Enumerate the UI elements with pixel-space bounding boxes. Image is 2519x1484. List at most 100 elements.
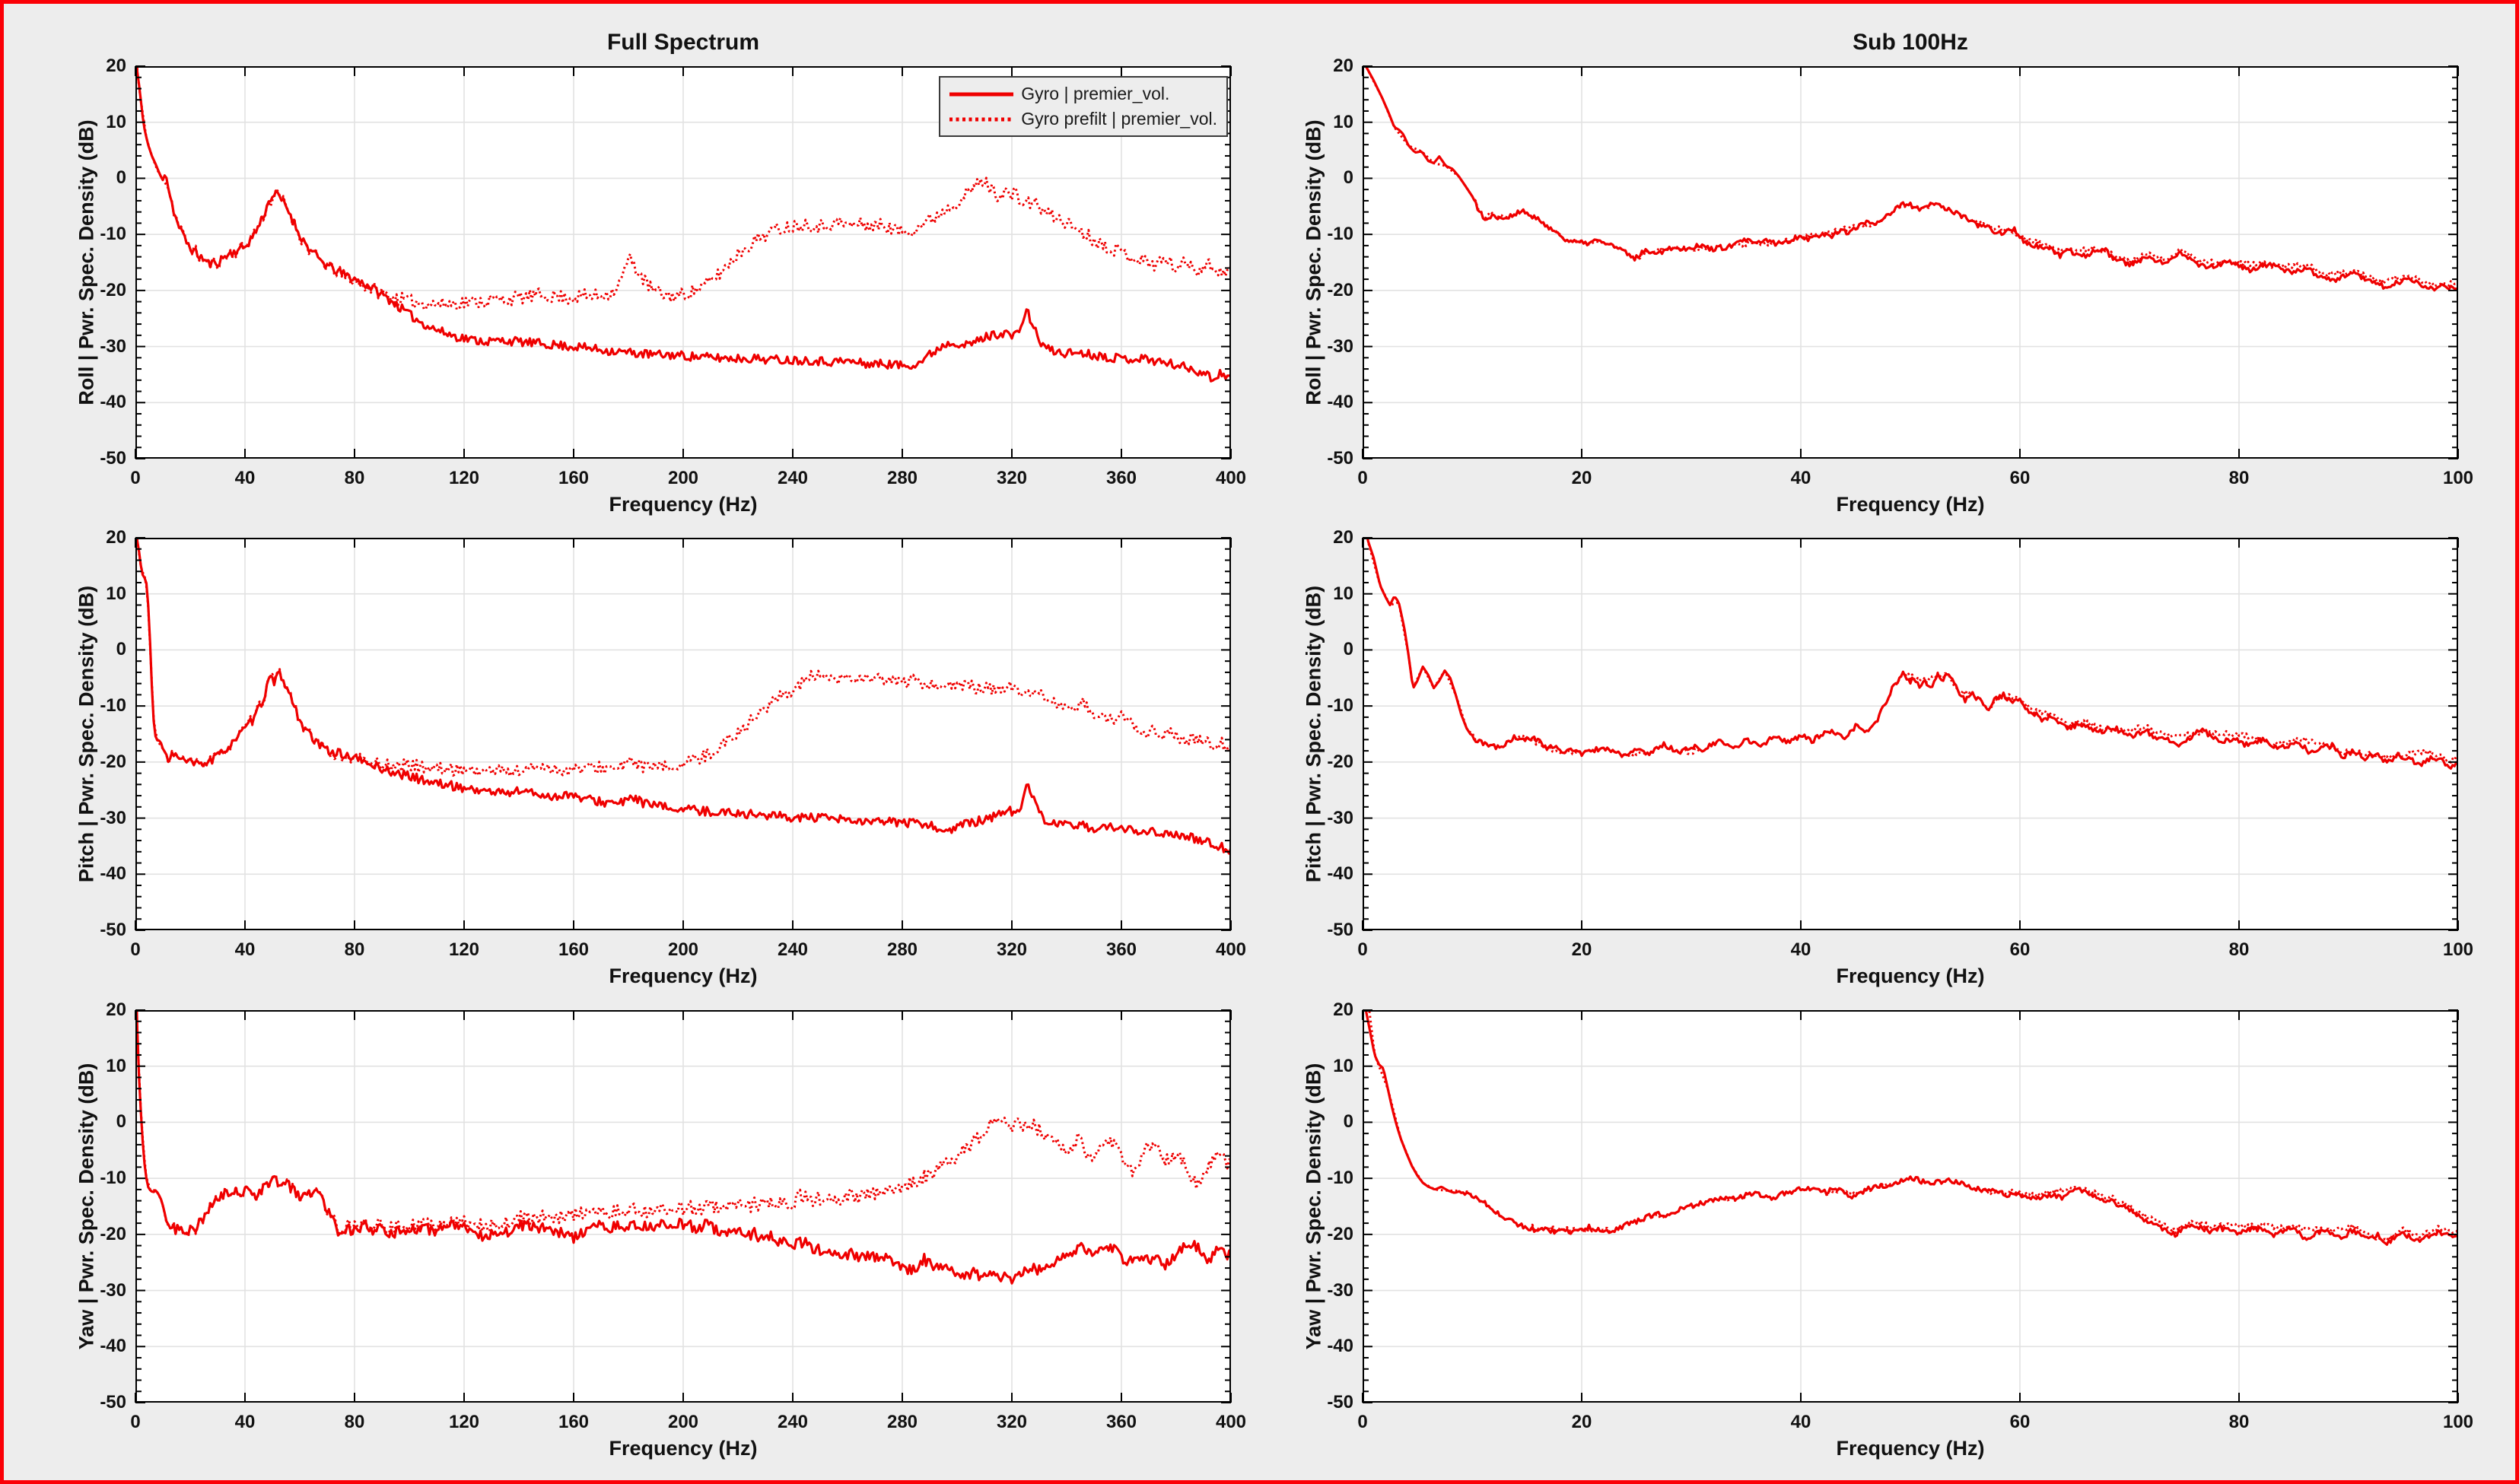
legend-label: Gyro prefilt | premier_vol. xyxy=(1021,109,1217,129)
y-tick-label: 20 xyxy=(1333,999,1353,1020)
y-tick-label: 10 xyxy=(106,583,126,604)
x-axis-label: Frequency (Hz) xyxy=(609,1437,758,1460)
y-tick-label: 0 xyxy=(116,167,126,189)
x-tick-label: 80 xyxy=(2228,468,2250,488)
x-tick-label: 120 xyxy=(448,939,480,960)
legend-box: Gyro | premier_vol. Gyro prefilt | premi… xyxy=(939,76,1228,137)
x-tick-label: 400 xyxy=(1215,1412,1247,1432)
x-axis-label: Frequency (Hz) xyxy=(1836,964,1985,987)
x-tick-label: 120 xyxy=(448,468,480,488)
x-tick-label: 320 xyxy=(996,468,1028,488)
y-axis-label: Pitch | Pwr. Spec. Density (dB) xyxy=(75,585,98,883)
legend-label: Gyro | premier_vol. xyxy=(1021,84,1170,103)
x-tick-label: 40 xyxy=(1790,468,1811,488)
y-tick-label: -40 xyxy=(100,392,126,413)
x-tick-label: 60 xyxy=(2009,939,2031,960)
series-solid-line xyxy=(1366,538,2458,770)
x-axis-label: Frequency (Hz) xyxy=(609,964,758,987)
x-tick-label: 360 xyxy=(1105,468,1137,488)
x-tick-label: 280 xyxy=(886,1412,918,1432)
y-tick-label: -20 xyxy=(100,279,126,300)
x-axis-label: Frequency (Hz) xyxy=(1836,1437,1985,1460)
y-tick-label: -30 xyxy=(100,807,126,828)
x-tick-label: 80 xyxy=(344,939,365,960)
x-tick-label: 40 xyxy=(1790,1412,1811,1432)
plot-roll-full-spectrum: Full Spectrum Roll | Pwr. Spec. Density … xyxy=(75,30,1247,516)
y-tick-label: 20 xyxy=(106,56,126,76)
series-dotted-line xyxy=(1366,538,2458,764)
plot-pitch-full-spectrum: Pitch | Pwr. Spec. Density (dB) Frequenc… xyxy=(75,527,1247,987)
legend-entry-gyro-prefilt: Gyro prefilt | premier_vol. xyxy=(948,109,1217,129)
x-tick-label: 40 xyxy=(234,1412,256,1432)
x-tick-label: 0 xyxy=(130,1412,141,1432)
x-tick-label: 20 xyxy=(1571,1412,1592,1432)
axes-canvas xyxy=(1362,537,2459,931)
y-tick-label: -10 xyxy=(100,695,126,717)
y-tick-label: -20 xyxy=(1327,1223,1353,1244)
y-tick-label: -50 xyxy=(100,920,126,940)
y-tick-label: 0 xyxy=(1343,167,1353,189)
x-tick-label: 0 xyxy=(130,468,141,488)
y-tick-label: 20 xyxy=(1333,527,1353,548)
x-tick-label: 160 xyxy=(558,1412,590,1432)
x-tick-label: 0 xyxy=(1357,1412,1368,1432)
y-tick-label: 20 xyxy=(106,999,126,1020)
y-tick-label: -40 xyxy=(1327,863,1353,885)
x-tick-label: 160 xyxy=(558,939,590,960)
x-tick-label: 240 xyxy=(777,939,809,960)
y-tick-label: -10 xyxy=(1327,224,1353,245)
y-tick-label: 10 xyxy=(1333,1055,1353,1076)
x-tick-label: 360 xyxy=(1105,939,1137,960)
axes-canvas xyxy=(135,65,1232,459)
y-tick-label: -20 xyxy=(100,1223,126,1244)
y-tick-label: -40 xyxy=(100,1336,126,1357)
y-tick-label: -50 xyxy=(100,1392,126,1413)
axes-canvas xyxy=(1362,1009,2459,1403)
y-tick-label: 10 xyxy=(106,1055,126,1076)
y-tick-label: -30 xyxy=(1327,1279,1353,1301)
y-tick-label: -10 xyxy=(100,224,126,245)
y-tick-label: -40 xyxy=(100,863,126,885)
x-tick-label: 120 xyxy=(448,1412,480,1432)
plot-roll-sub-100hz: Sub 100Hz Roll | Pwr. Spec. Density (dB)… xyxy=(1302,30,2474,516)
y-tick-label: 0 xyxy=(1343,639,1353,660)
y-tick-label: -20 xyxy=(1327,751,1353,772)
x-tick-label: 280 xyxy=(886,939,918,960)
y-tick-label: 10 xyxy=(106,111,126,132)
x-tick-label: 200 xyxy=(667,1412,699,1432)
legend-dotted-line-icon xyxy=(949,117,1014,121)
plot-pitch-sub-100hz: Pitch | Pwr. Spec. Density (dB) Frequenc… xyxy=(1302,527,2474,987)
x-tick-label: 20 xyxy=(1571,939,1592,960)
x-tick-label: 280 xyxy=(886,468,918,488)
x-tick-label: 80 xyxy=(344,1412,365,1432)
legend-entry-gyro: Gyro | premier_vol. xyxy=(948,84,1217,104)
y-tick-label: -50 xyxy=(100,448,126,469)
x-tick-label: 400 xyxy=(1215,939,1247,960)
y-tick-label: -50 xyxy=(1327,1392,1353,1413)
x-tick-label: 0 xyxy=(130,939,141,960)
x-tick-label: 60 xyxy=(2009,1412,2031,1432)
y-axis-label: Yaw | Pwr. Spec. Density (dB) xyxy=(75,1063,98,1350)
x-tick-label: 80 xyxy=(2228,939,2250,960)
y-tick-label: 20 xyxy=(106,527,126,548)
y-tick-label: -30 xyxy=(100,335,126,357)
y-axis-label: Roll | Pwr. Spec. Density (dB) xyxy=(75,119,98,405)
x-tick-label: 40 xyxy=(234,468,256,488)
y-axis-label: Pitch | Pwr. Spec. Density (dB) xyxy=(1302,585,1325,883)
x-tick-label: 80 xyxy=(344,468,365,488)
axes-canvas xyxy=(1362,65,2459,459)
plot-yaw-sub-100hz: Yaw | Pwr. Spec. Density (dB) Frequency … xyxy=(1302,999,2474,1460)
x-tick-label: 360 xyxy=(1105,1412,1137,1432)
series-solid-line xyxy=(135,1010,1231,1285)
series-solid-line xyxy=(1365,1010,2458,1246)
y-tick-label: -40 xyxy=(1327,392,1353,413)
y-tick-label: -10 xyxy=(100,1168,126,1189)
x-tick-label: 40 xyxy=(1790,939,1811,960)
x-tick-label: 100 xyxy=(2442,939,2474,960)
x-tick-label: 0 xyxy=(1357,468,1368,488)
plot-yaw-full-spectrum: Yaw | Pwr. Spec. Density (dB) Frequency … xyxy=(75,999,1247,1460)
y-tick-label: 10 xyxy=(1333,583,1353,604)
y-tick-label: 10 xyxy=(1333,111,1353,132)
axes-canvas xyxy=(135,1009,1232,1403)
y-tick-label: -30 xyxy=(100,1279,126,1301)
